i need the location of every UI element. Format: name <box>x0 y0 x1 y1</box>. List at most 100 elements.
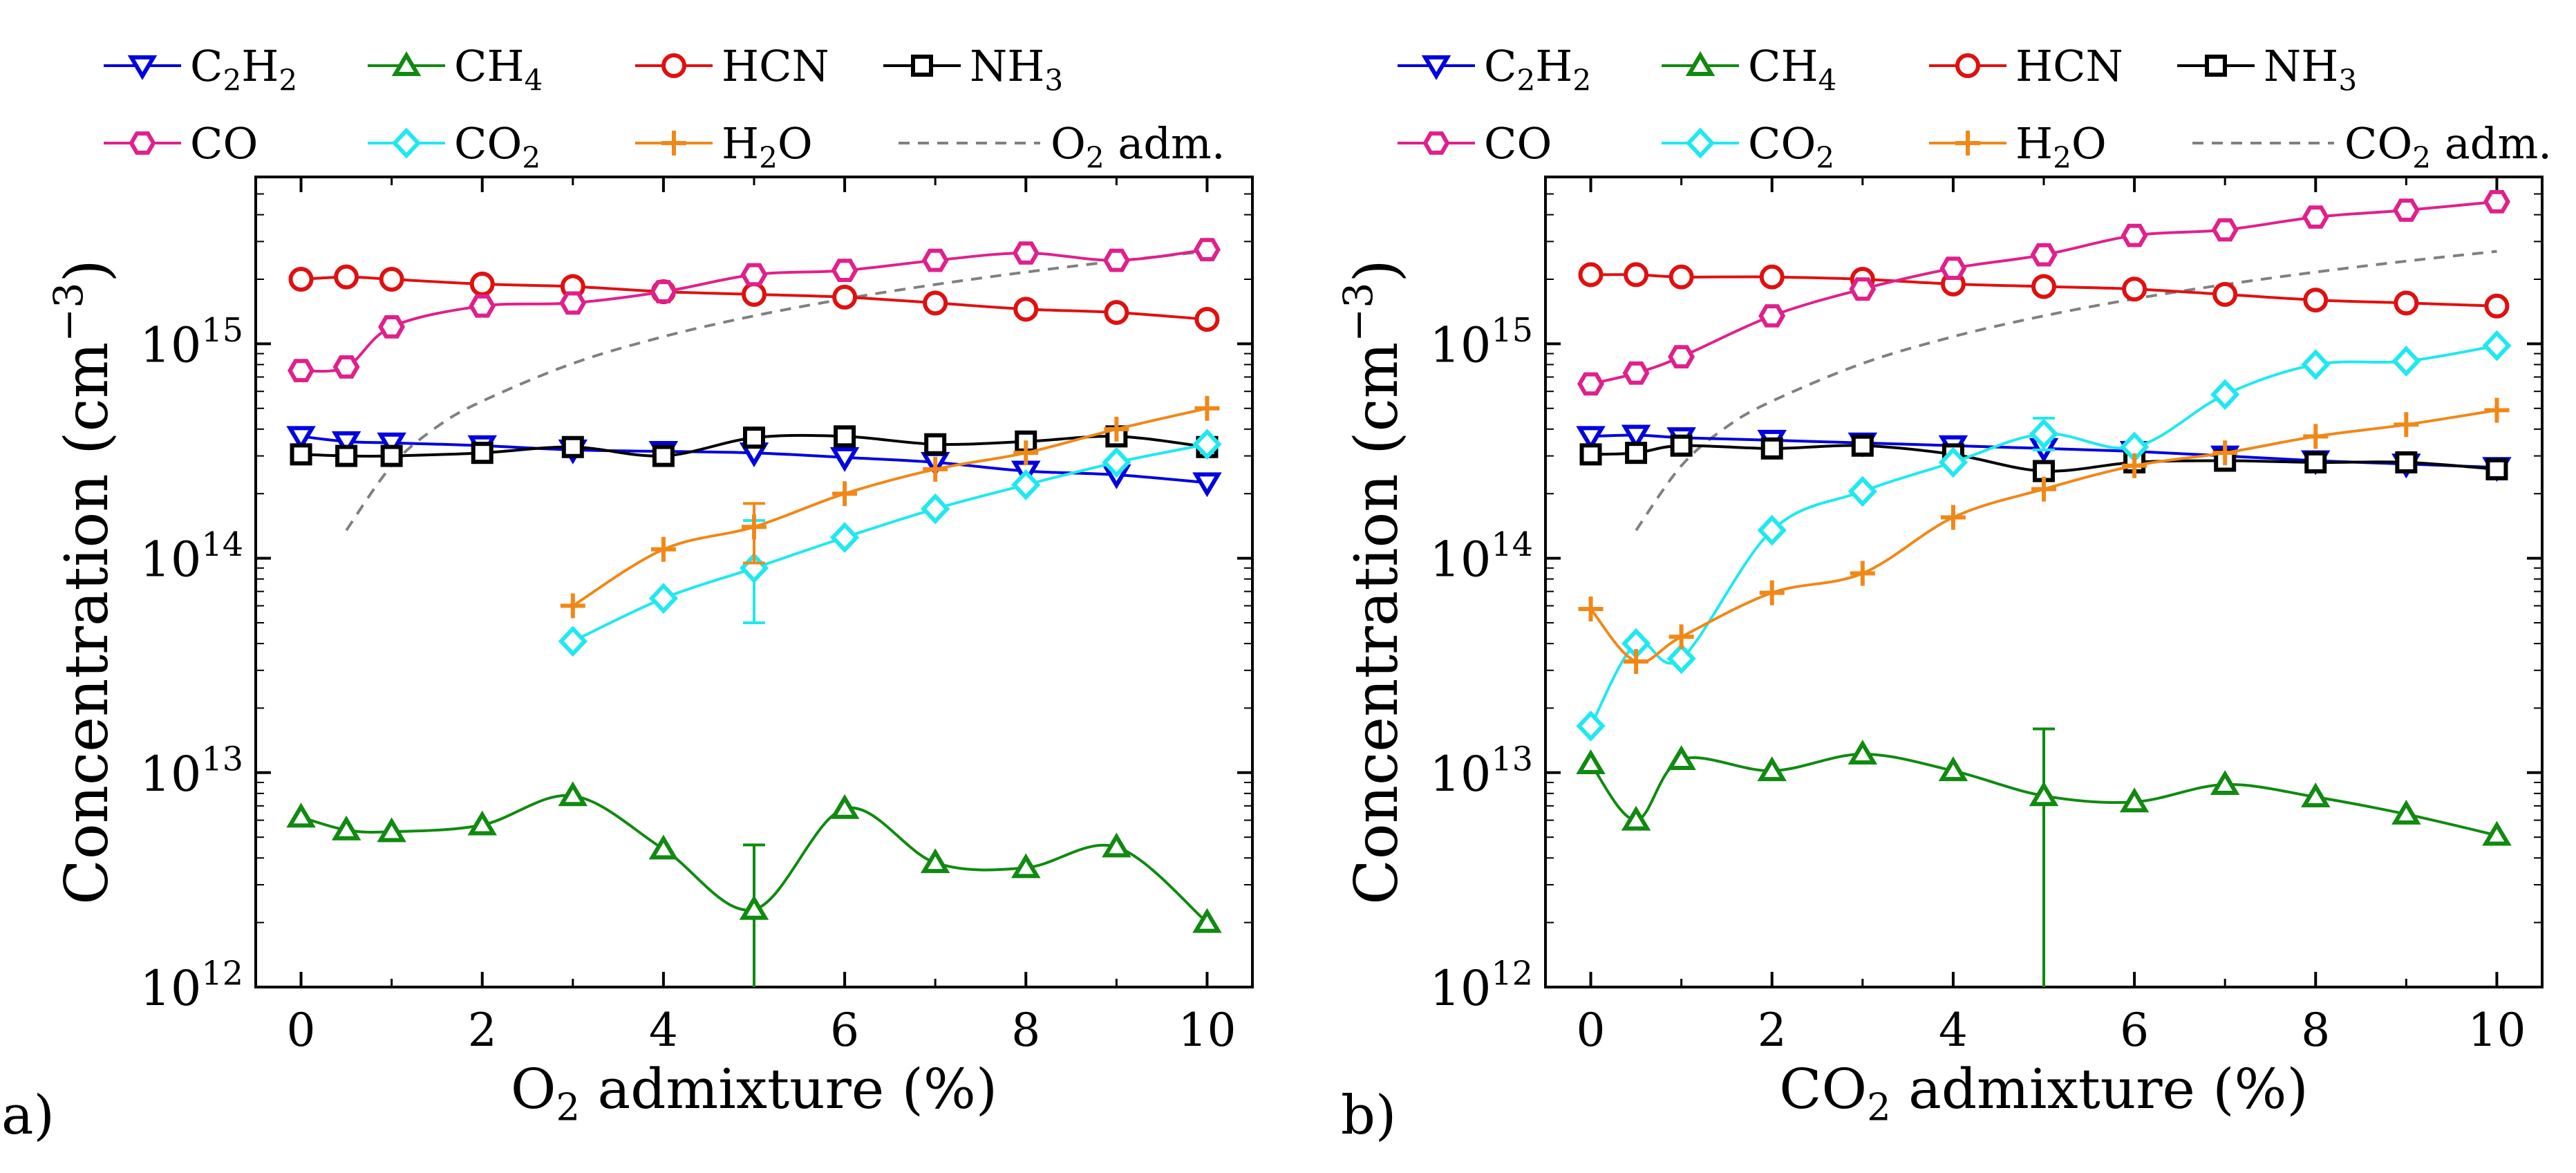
legend-label-h2o-part: H <box>2015 118 2053 169</box>
data-point-co2 <box>1757 514 1787 546</box>
data-point-co <box>831 259 858 282</box>
data-point-co <box>332 355 360 379</box>
legend-item-co: CO <box>1398 118 1552 169</box>
data-point-hcn <box>1668 264 1694 290</box>
data-point-nh3 <box>561 435 584 458</box>
data-point-co2 <box>2029 418 2059 450</box>
legend-item-co: CO <box>104 118 258 169</box>
data-point-ch4 <box>2119 787 2150 813</box>
data-point-nh3 <box>380 444 403 467</box>
legend-marker-hexagon <box>129 131 156 155</box>
legend-item-ch4: CH4 <box>1662 41 1836 97</box>
data-point-ch4 <box>829 794 860 819</box>
data-point-co <box>288 359 314 382</box>
error-bar <box>2033 727 2055 987</box>
legend-label-c2h2-part: 2 <box>1572 64 1591 97</box>
x-tick-label: 4 <box>1939 1004 1968 1057</box>
data-point-co2 <box>1938 447 1968 478</box>
y-tick-label-part: 10 <box>1429 960 1491 1017</box>
data-point-co2 <box>1192 429 1222 460</box>
y-tick-label-part: 12 <box>201 955 243 993</box>
legend-item-ch4: CH4 <box>368 41 543 97</box>
y-tick-label: 1014 <box>1429 526 1533 588</box>
data-point-co <box>378 315 406 339</box>
legend-label-adm-part: O <box>1051 118 1086 169</box>
x-axis-label-part: admixture (%) <box>580 1057 997 1121</box>
data-point-co <box>2030 243 2058 267</box>
legend-label-co-part: CO <box>1484 118 1552 169</box>
data-point-hcn <box>288 267 314 292</box>
legend-label-c2h2: C2H2 <box>1484 41 1591 97</box>
y-tick-label: 1015 <box>1429 312 1533 373</box>
data-point-ch4 <box>286 803 316 828</box>
y-axis-label: Concentration (cm−3) <box>1335 259 1411 905</box>
data-point-c2h2 <box>1621 424 1651 450</box>
legend-marker-triangle-down <box>1421 55 1451 80</box>
plot-area <box>286 238 1222 987</box>
legend-item-nh3: NH3 <box>2177 41 2357 97</box>
data-point-hcn <box>469 271 495 297</box>
y-tick-label-part: 13 <box>1491 740 1533 778</box>
data-point-co2 <box>921 493 950 525</box>
legend-label-nh3-part: NH <box>2264 41 2338 91</box>
data-point-ch4 <box>2482 820 2512 846</box>
y-axis-label-part: −3 <box>45 283 92 342</box>
data-point-co <box>1012 241 1040 265</box>
legend-label-hcn-part: HCN <box>722 41 829 91</box>
x-tick-label: 4 <box>649 1004 678 1057</box>
legend-label-co2-part: 2 <box>1816 141 1834 175</box>
legend-item-c2h2: C2H2 <box>104 41 297 97</box>
x-tick-label: 6 <box>830 1004 859 1057</box>
data-point-nh3 <box>652 444 675 467</box>
y-tick-label-part: 15 <box>1491 312 1533 350</box>
legend-label-c2h2-part: C <box>190 41 223 91</box>
legend-label-ch4: CH4 <box>1748 41 1836 97</box>
data-point-co2 <box>2210 379 2240 411</box>
data-point-hcn <box>1104 300 1129 326</box>
data-point-nh3 <box>1670 434 1693 457</box>
data-point-h2o <box>832 481 858 507</box>
data-point-hcn <box>1194 307 1220 332</box>
y-tick-label: 1015 <box>140 312 243 373</box>
legend-label-h2o: H2O <box>2015 118 2107 175</box>
legend-label-adm-part: adm. <box>2431 118 2552 169</box>
legend-label-co2: CO2 <box>1748 118 1834 175</box>
data-point-co2 <box>1666 643 1696 675</box>
legend-label-c2h2-part: C <box>1484 41 1516 91</box>
y-tick-label-part: 10 <box>1429 746 1491 803</box>
y-axis-label-part: ) <box>1342 259 1411 283</box>
data-point-nh3 <box>743 426 765 449</box>
legend-label-c2h2-part: H <box>1535 41 1572 91</box>
series-line-c2h2 <box>301 435 1207 485</box>
y-tick-label: 1013 <box>140 740 243 802</box>
data-point-h2o <box>1194 395 1220 421</box>
data-point-h2o <box>2031 476 2056 502</box>
data-point-co2 <box>1576 710 1606 742</box>
series-h2o <box>1578 397 2510 674</box>
legend-item-co2: CO2 <box>368 118 540 175</box>
legend-item-co2: CO2 <box>1662 118 1834 175</box>
x-axis-label-part: admixture (%) <box>1891 1057 2309 1121</box>
data-point-nh3 <box>471 442 493 464</box>
x-tick-label: 10 <box>1178 1004 1236 1057</box>
admixture-curve <box>345 250 1207 532</box>
y-axis-label-part: ) <box>53 259 122 283</box>
y-tick-label: 1012 <box>140 955 243 1017</box>
data-point-co <box>740 263 768 287</box>
series-ch4 <box>286 781 1222 987</box>
data-point-co2 <box>1011 469 1041 500</box>
x-axis-label-part: CO <box>1779 1057 1867 1121</box>
legend-marker-diamond <box>1685 127 1715 159</box>
data-point-co <box>1668 345 1695 368</box>
x-tick-label: 0 <box>1577 1004 1606 1057</box>
admixture-curve <box>1635 250 2497 532</box>
legend-label-co-part: CO <box>190 118 258 169</box>
data-point-co <box>2392 198 2420 222</box>
data-point-hcn <box>1759 264 1785 290</box>
data-point-co <box>559 291 587 315</box>
legend-label-nh3: NH3 <box>2264 41 2357 97</box>
data-point-hcn <box>1013 297 1039 322</box>
legend-label-c2h2-part: 2 <box>279 64 297 97</box>
